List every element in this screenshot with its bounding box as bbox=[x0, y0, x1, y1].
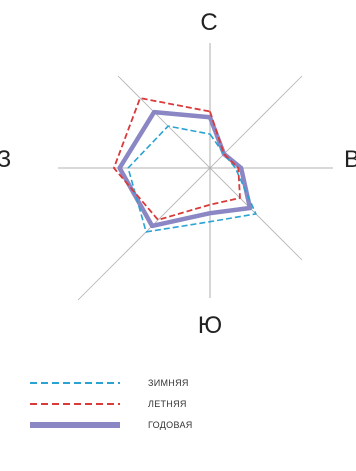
axis-line-southwest-northeast bbox=[77, 75, 303, 301]
legend-item-winter: ЗИМНЯЯ bbox=[30, 372, 193, 393]
legend-swatch-annual bbox=[30, 421, 120, 428]
axis-label-north: С bbox=[200, 9, 218, 36]
legend-item-annual: ГОДОВАЯ bbox=[30, 414, 193, 435]
legend-label-annual: ГОДОВАЯ bbox=[148, 419, 193, 430]
legend-item-summer: ЛЕТНЯЯ bbox=[30, 393, 193, 414]
series-summer-polygon bbox=[113, 97, 241, 221]
series-annual-polygon bbox=[117, 109, 253, 229]
legend: ЗИМНЯЯ ЛЕТНЯЯ ГОДОВАЯ bbox=[30, 372, 193, 435]
axis-label-west: З bbox=[0, 146, 12, 173]
legend-label-winter: ЗИМНЯЯ bbox=[148, 377, 189, 388]
legend-swatch-summer bbox=[30, 402, 120, 405]
legend-label-summer: ЛЕТНЯЯ bbox=[148, 398, 187, 409]
axis-label-east: В bbox=[343, 146, 356, 173]
legend-swatch-winter bbox=[30, 381, 120, 384]
axis-label-south: Ю bbox=[197, 312, 223, 339]
